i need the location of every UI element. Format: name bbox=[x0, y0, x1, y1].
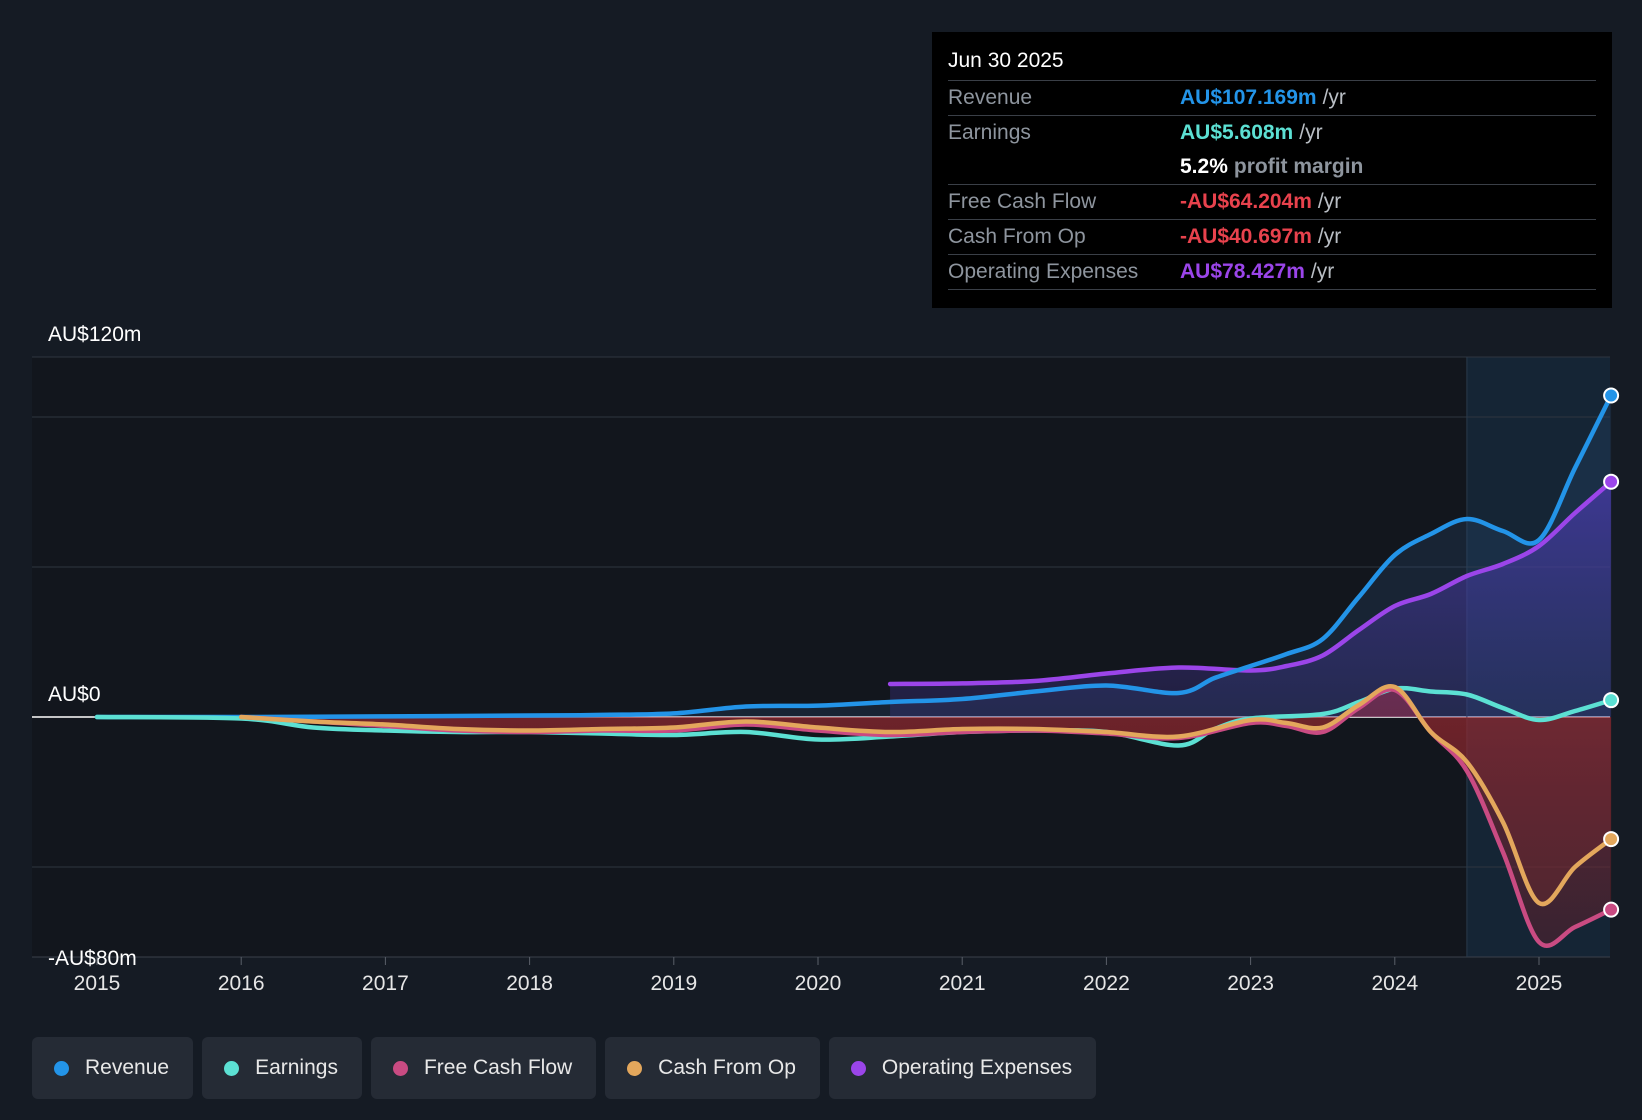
tooltip-opex-unit: /yr bbox=[1310, 260, 1335, 283]
legend-label-operating-expenses: Operating Expenses bbox=[881, 1056, 1073, 1079]
tooltip-panel: Jun 30 2025 Revenue AU$107.169m /yr Earn… bbox=[932, 32, 1612, 308]
tooltip-opex-value: AU$78.427m bbox=[1180, 260, 1305, 283]
legend-item-revenue[interactable]: Revenue bbox=[32, 1037, 194, 1099]
legend-label-free-cash-flow: Free Cash Flow bbox=[423, 1056, 573, 1079]
x-tick-labels: 2015 2016 2017 2018 2019 2020 2021 2022 2023 2024… bbox=[74, 957, 1563, 995]
legend: Revenue Earnings Free Cash Flow Cash Fro… bbox=[32, 1037, 1097, 1099]
tooltip-fcf-unit: /yr bbox=[1317, 190, 1342, 213]
x-tick-label: 2021 bbox=[939, 972, 986, 995]
x-tick-label: 2018 bbox=[506, 972, 553, 995]
legend-label-earnings: Earnings bbox=[255, 1056, 338, 1079]
legend-dot-earnings bbox=[224, 1060, 240, 1076]
tooltip-row-earnings: Earnings AU$5.608m /yr 5.2% profit margi… bbox=[948, 116, 1596, 185]
tooltip-earnings-value: AU$5.608m bbox=[1180, 121, 1294, 144]
tooltip-profit-margin-value: 5.2% bbox=[1180, 155, 1228, 178]
tooltip-cfo-unit: /yr bbox=[1317, 225, 1342, 248]
legend-item-cash-from-op[interactable]: Cash From Op bbox=[605, 1037, 820, 1099]
x-tick-label: 2015 bbox=[74, 972, 121, 995]
y-tick-label: -AU$80m bbox=[48, 947, 137, 970]
tooltip-revenue-label: Revenue bbox=[948, 86, 1033, 109]
tooltip-fcf-label: Free Cash Flow bbox=[948, 190, 1097, 213]
end-marker-earnings bbox=[1603, 692, 1620, 709]
tooltip-row-operating-expenses: Operating Expenses AU$78.427m /yr bbox=[948, 255, 1596, 290]
x-tick-label: 2022 bbox=[1083, 972, 1130, 995]
x-tick-label: 2025 bbox=[1516, 972, 1563, 995]
area-operating-expenses bbox=[890, 481, 1612, 717]
tooltip-cfo-label: Cash From Op bbox=[948, 225, 1086, 248]
line-cash-from-op bbox=[238, 683, 1614, 907]
y-tick-label: AU$120m bbox=[48, 323, 141, 346]
end-marker-revenue bbox=[1603, 387, 1620, 404]
legend-label-revenue: Revenue bbox=[85, 1056, 170, 1079]
tooltip-row-free-cash-flow: Free Cash Flow -AU$64.204m /yr bbox=[948, 185, 1596, 220]
tooltip-profit-margin-text: profit margin bbox=[1233, 155, 1364, 178]
end-marker-cash-from-op bbox=[1603, 831, 1620, 848]
end-marker-operating-expenses bbox=[1603, 473, 1620, 490]
tooltip-earnings-unit: /yr bbox=[1299, 121, 1323, 144]
tooltip-revenue-unit: /yr bbox=[1322, 86, 1346, 109]
legend-item-operating-expenses[interactable]: Operating Expenses bbox=[828, 1037, 1097, 1099]
legend-dot-free-cash-flow bbox=[392, 1060, 408, 1076]
tooltip-revenue-value: AU$107.169m bbox=[1180, 86, 1317, 109]
tooltip-earnings-label: Earnings bbox=[948, 121, 1031, 144]
legend-label-cash-from-op: Cash From Op bbox=[658, 1056, 796, 1079]
legend-dot-revenue bbox=[54, 1060, 69, 1076]
x-tick-label: 2020 bbox=[795, 972, 842, 995]
x-tick-label: 2016 bbox=[218, 972, 265, 995]
y-tick-label: AU$0 bbox=[48, 683, 101, 706]
tooltip-row-cash-from-op: Cash From Op -AU$40.697m /yr bbox=[948, 220, 1596, 255]
x-tick-label: 2017 bbox=[362, 972, 409, 995]
line-operating-expenses bbox=[887, 479, 1614, 687]
tooltip-row-revenue: Revenue AU$107.169m /yr bbox=[948, 81, 1596, 116]
legend-dot-cash-from-op bbox=[627, 1060, 643, 1076]
series-lines bbox=[94, 393, 1614, 948]
y-tick-labels: AU$120m AU$0 -AU$80m bbox=[48, 323, 141, 970]
legend-item-free-cash-flow[interactable]: Free Cash Flow bbox=[370, 1037, 597, 1099]
x-tick-label: 2019 bbox=[650, 972, 697, 995]
tooltip-opex-label: Operating Expenses bbox=[948, 260, 1139, 283]
x-tick-label: 2024 bbox=[1371, 972, 1418, 995]
legend-item-earnings[interactable]: Earnings bbox=[202, 1037, 362, 1099]
tooltip-cfo-value: -AU$40.697m bbox=[1180, 225, 1312, 248]
tooltip-fcf-value: -AU$64.204m bbox=[1180, 190, 1312, 213]
tooltip-date: Jun 30 2025 bbox=[948, 46, 1596, 81]
end-marker-free-cash-flow bbox=[1603, 901, 1620, 918]
end-markers bbox=[1603, 387, 1620, 918]
legend-dot-operating-expenses bbox=[850, 1060, 866, 1076]
x-tick-label: 2023 bbox=[1227, 972, 1274, 995]
line-revenue bbox=[94, 393, 1614, 720]
